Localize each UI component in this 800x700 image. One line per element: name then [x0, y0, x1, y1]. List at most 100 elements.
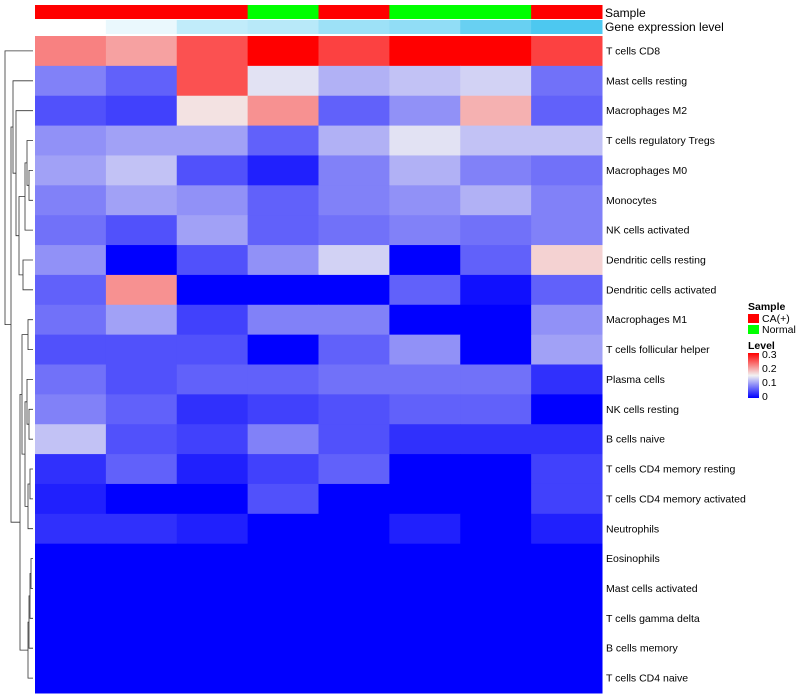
heatmap-cell: [389, 663, 461, 694]
heatmap-cell: [247, 483, 320, 515]
heatmap-cell: [531, 65, 603, 97]
heatmap-cell: [105, 483, 178, 515]
legend: Sample CA(+) Normal Level 0.3 0.2 0.1 0: [748, 301, 796, 403]
heatmap-cell: [247, 304, 320, 336]
heatmap-cell: [35, 483, 107, 515]
heatmap-cell: [389, 603, 461, 634]
heatmap-cell: [389, 543, 461, 575]
heatmap-cell: [389, 424, 461, 455]
heatmap-cell: [389, 125, 461, 156]
legend-swatch-ca: [748, 314, 759, 323]
heatmap-cell: [176, 215, 249, 246]
heatmap-cell: [105, 603, 178, 634]
heatmap-cell: [105, 155, 178, 186]
dendrogram-branch: [29, 468, 33, 500]
heatmap-cell: [35, 95, 107, 127]
heatmap-cell: [35, 603, 107, 634]
heatmap-cell: [389, 185, 461, 216]
legend-tick-0.3: 0.3: [762, 349, 777, 361]
legend-item-normal: Normal: [762, 324, 796, 336]
heatmap-cell: [105, 663, 178, 694]
heatmap-cell: [531, 424, 603, 455]
heatmap-cell: [389, 573, 461, 604]
heatmap-cell: [247, 155, 320, 186]
sample-annotation-cell: [460, 5, 532, 19]
heatmap-cell: [105, 543, 178, 575]
heatmap-cell: [35, 274, 107, 306]
heatmap-cell: [105, 454, 178, 485]
heatmap-cell: [460, 454, 532, 485]
heatmap-cell: [247, 663, 320, 694]
heatmap-cell: [176, 36, 249, 67]
heatmap-cell: [318, 245, 390, 276]
sample-annotation-cell: [247, 5, 320, 19]
heatmap-cell: [176, 424, 249, 455]
heatmap-cell: [35, 65, 107, 97]
heatmap-cell: [531, 543, 603, 575]
heatmap-cell: [531, 274, 603, 306]
dendrogram-branch: [29, 573, 33, 619]
heatmap-cell: [35, 304, 107, 336]
heatmap-cell: [460, 304, 532, 336]
heatmap-cell: [247, 245, 320, 276]
gene-expression-annotation-cell: [247, 20, 320, 34]
heatmap-cell: [318, 125, 390, 156]
heatmap-cell: [247, 36, 320, 67]
dendrogram-branch: [15, 110, 33, 237]
sample-track-label: Sample: [605, 6, 646, 20]
dendrogram-branch: [28, 170, 33, 201]
heatmap-cell: [35, 185, 107, 216]
heatmap-cell: [176, 274, 249, 306]
legend-level-title: Level: [748, 340, 775, 352]
gene-expression-annotation-cell: [460, 20, 532, 34]
heatmap-cell: [176, 304, 249, 336]
legend-tick-0.2: 0.2: [762, 363, 777, 375]
heatmap-cell: [247, 513, 320, 545]
heatmap-cell: [531, 364, 603, 395]
heatmap-cell: [105, 36, 178, 67]
heatmap-cell: [105, 573, 178, 604]
row-label: T cells follicular helper: [606, 344, 710, 356]
heatmap-cell: [389, 36, 461, 67]
heatmap-cell: [460, 603, 532, 634]
heatmap-cell: [318, 215, 390, 246]
sample-annotation-cell: [318, 5, 390, 19]
row-dendrogram: [4, 50, 33, 679]
heatmap-cell: [389, 215, 461, 246]
heatmap-cell: [247, 603, 320, 634]
heatmap-cell: [247, 215, 320, 246]
heatmap-cell: [318, 394, 390, 425]
dendrogram-branch: [27, 483, 33, 530]
gene-expression-annotation-cell: [105, 20, 178, 34]
heatmap-cell: [318, 304, 390, 336]
row-label: Neutrophils: [606, 523, 659, 535]
heatmap-cell: [531, 185, 603, 216]
row-label: Eosinophils: [606, 553, 660, 565]
heatmap-cell: [460, 663, 532, 694]
heatmap-cell: [247, 65, 320, 97]
heatmap-cell: [247, 543, 320, 575]
legend-sample-title: Sample: [748, 301, 786, 313]
heatmap-cell: [318, 483, 390, 515]
heatmap-cell: [247, 274, 320, 306]
heatmap-cell: [460, 65, 532, 97]
heatmap-cell: [318, 663, 390, 694]
dendrogram-branch: [4, 50, 33, 325]
heatmap-cell: [460, 155, 532, 186]
heatmap-cell: [460, 274, 532, 306]
heatmap-cell: [460, 483, 532, 515]
heatmap-cell: [105, 394, 178, 425]
heatmap-cell: [105, 274, 178, 306]
gene-expression-annotation-cell: [176, 20, 249, 34]
legend-tick-0.1: 0.1: [762, 377, 777, 389]
heatmap-cell: [176, 603, 249, 634]
heatmap-cell: [105, 185, 178, 216]
heatmap-cell: [176, 663, 249, 694]
gene-expression-annotation-cell: [389, 20, 461, 34]
heatmap-cell: [531, 513, 603, 545]
legend-swatch-normal: [748, 325, 759, 334]
heatmap-cell: [460, 394, 532, 425]
heatmap-cell: [35, 245, 107, 276]
heatmap-cell: [176, 364, 249, 395]
